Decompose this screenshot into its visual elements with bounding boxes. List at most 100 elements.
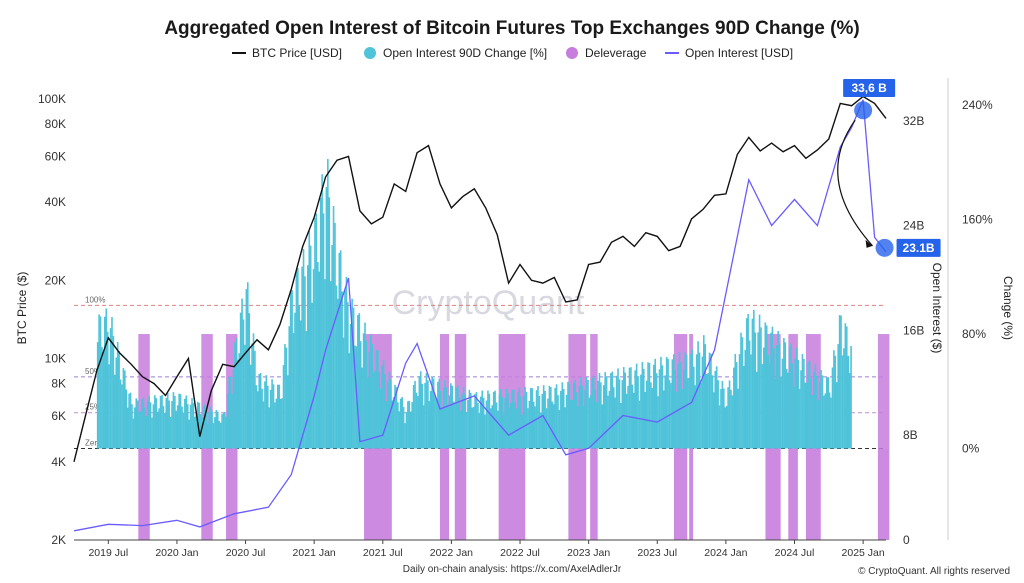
- oi-change-bar: [734, 353, 737, 449]
- footer: Daily on-chain analysis: https://x.com/A…: [403, 564, 1010, 577]
- oi-change-bar: [374, 371, 376, 449]
- oi-change-bar: [151, 417, 153, 449]
- oi-change-bar: [581, 385, 584, 449]
- oi-change-bar: [558, 409, 561, 449]
- oi-change-bar: [132, 418, 135, 449]
- oi-change-bar: [504, 398, 506, 449]
- x-tick-label: 2020 Jan: [155, 547, 198, 559]
- oi-change-bar: [172, 392, 175, 449]
- oi-change-bar: [214, 417, 216, 449]
- deleverage-bar: [226, 334, 238, 449]
- oi-change-bar: [236, 359, 239, 449]
- oi-tick-label: 32B: [903, 114, 924, 128]
- oi-change-bar: [269, 389, 272, 449]
- oi-change-bar: [552, 404, 555, 449]
- oi-change-bar: [622, 367, 625, 449]
- oi-change-bar: [598, 373, 601, 449]
- oi-change-bar: [454, 403, 456, 449]
- oi-change-bar: [617, 368, 619, 449]
- oi-change-bar: [741, 337, 744, 449]
- oi-change-bar: [844, 323, 847, 449]
- oi-change-bar: [238, 353, 241, 449]
- oi-change-bar: [414, 380, 416, 449]
- arrow-head: [865, 239, 873, 248]
- oi-change-bar: [602, 385, 605, 449]
- oi-change-bar: [459, 410, 462, 449]
- oi-change-bar: [837, 344, 839, 449]
- deleverage-bar: [201, 448, 213, 540]
- oi-change-bar: [600, 382, 602, 449]
- oi-change-bar: [748, 340, 751, 449]
- oi-change-bar: [557, 395, 559, 449]
- oi-change-bar: [554, 388, 556, 449]
- oi-change-bar: [212, 423, 215, 449]
- oi-change-bar: [111, 317, 113, 449]
- legend-item[interactable]: Open Interest 90D Change [%]: [364, 46, 547, 60]
- oi-change-bar: [834, 355, 837, 449]
- oi-change-bar: [594, 389, 596, 449]
- left-tick-label: 80K: [45, 117, 66, 131]
- oi-change-bar: [611, 371, 614, 449]
- oi-change-bar: [118, 351, 120, 449]
- oi-change-bar: [751, 318, 754, 449]
- oi-change-bar: [256, 391, 259, 449]
- oi-change-bar: [268, 407, 271, 449]
- oi-change-bar: [763, 347, 765, 449]
- oi-change-bar: [447, 406, 449, 449]
- annotation-callout: 33,6 B: [843, 79, 896, 97]
- legend-swatch: [364, 47, 376, 59]
- oi-change-bar: [262, 401, 265, 449]
- oi-change-bar: [498, 394, 501, 449]
- oi-change-bar: [560, 390, 562, 449]
- oi-change-bar: [564, 407, 566, 449]
- left-tick-label: 20K: [45, 273, 66, 287]
- legend: BTC Price [USD] Open Interest 90D Change …: [232, 46, 793, 60]
- oi-tick-label: 24B: [903, 219, 924, 233]
- footer-link[interactable]: Daily on-chain analysis: https://x.com/A…: [403, 564, 622, 575]
- legend-item[interactable]: Open Interest [USD]: [665, 46, 793, 60]
- oi-change-bar: [156, 411, 159, 449]
- oi-change-bar: [675, 391, 678, 449]
- oi-change-bar: [244, 344, 246, 449]
- oi-change-bar: [308, 230, 311, 449]
- oi-change-bar: [512, 389, 515, 449]
- oi-change-bar: [664, 375, 667, 449]
- oi-change-bar: [171, 401, 173, 449]
- oi-change-bar: [259, 373, 262, 449]
- oi-change-bar: [106, 331, 109, 449]
- oi-change-bar: [421, 383, 423, 449]
- oi-change-bar: [189, 404, 192, 449]
- oi-change-bar: [274, 402, 276, 449]
- oi-change-bar: [761, 364, 764, 449]
- oi-change-bar: [632, 392, 635, 449]
- oi-change-bar: [126, 407, 129, 449]
- oi-change-bar: [615, 375, 618, 449]
- oi-change-bar: [525, 391, 528, 449]
- oi-change-bar: [371, 343, 373, 449]
- x-tick-label: 2019 Jul: [88, 547, 128, 559]
- oi-change-bar: [700, 382, 702, 449]
- oi-change-bar: [621, 380, 624, 449]
- oi-change-bar: [565, 394, 568, 449]
- oi-tick-label: 8B: [903, 428, 918, 442]
- oi-change-bar: [671, 359, 674, 449]
- oi-change-bar: [335, 285, 338, 449]
- oi-change-bar: [438, 378, 441, 449]
- oi-change-bar: [522, 396, 525, 449]
- oi-change-bar: [814, 364, 817, 449]
- oi-change-bar: [282, 365, 285, 449]
- legend-item[interactable]: BTC Price [USD]: [232, 46, 342, 60]
- x-tick-label: 2021 Jul: [363, 547, 403, 559]
- oi-change-bar: [582, 405, 585, 449]
- oi-change-bar: [625, 393, 628, 449]
- oi-change-bar: [624, 372, 626, 449]
- oi-change-bar: [478, 412, 481, 449]
- oi-change-bar: [571, 399, 574, 449]
- oi-change-bar: [226, 393, 229, 449]
- oi-change-bar: [229, 376, 232, 449]
- legend-item[interactable]: Deleverage: [566, 46, 647, 60]
- oi-change-bar: [225, 416, 228, 449]
- oi-change-bar: [534, 406, 536, 449]
- oi-change-bar: [434, 395, 436, 449]
- oi-change-bar: [358, 313, 361, 449]
